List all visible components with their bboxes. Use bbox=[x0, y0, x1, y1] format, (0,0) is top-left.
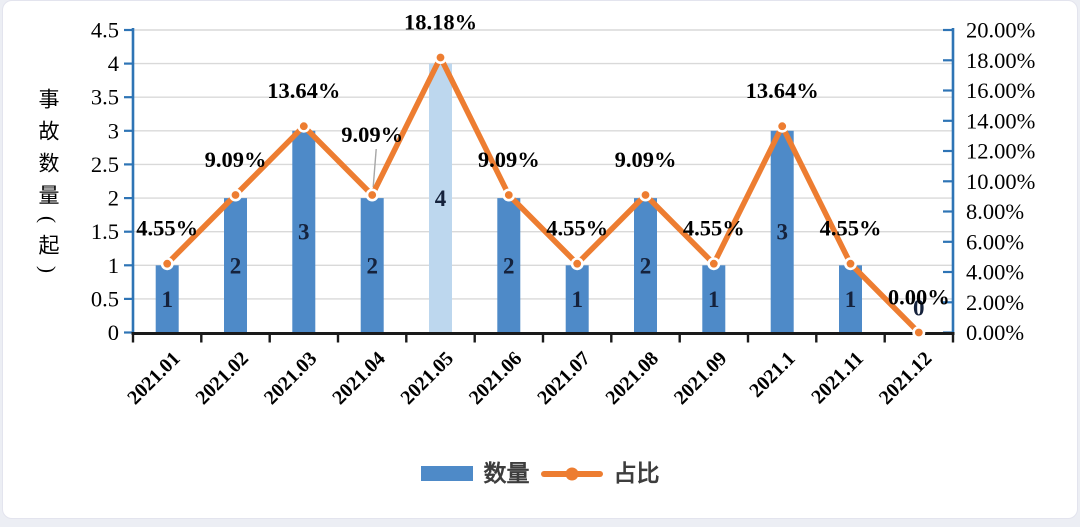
left-axis-tick-label: 0 bbox=[108, 320, 119, 345]
legend: 数量 占比 bbox=[0, 462, 1080, 485]
percent-label: 13.64% bbox=[267, 78, 340, 103]
x-axis-label: 2021.03 bbox=[260, 347, 322, 409]
x-axis-label: 2021.07 bbox=[533, 347, 595, 409]
bar-label: 1 bbox=[708, 287, 720, 312]
percent-label: 4.55% bbox=[820, 216, 882, 241]
bar[interactable] bbox=[292, 130, 316, 333]
line-marker[interactable] bbox=[843, 257, 857, 271]
percent-label: 4.55% bbox=[546, 216, 608, 241]
right-axis-tick-label: 4.00% bbox=[966, 260, 1024, 285]
x-axis-label: 2021.01 bbox=[123, 347, 185, 409]
right-axis-tick-label: 20.00% bbox=[966, 18, 1035, 43]
left-axis-tick-label: 2.5 bbox=[91, 152, 119, 177]
x-axis-label: 2021.05 bbox=[397, 347, 459, 409]
percent-label: 18.18% bbox=[404, 10, 477, 35]
bar-label: 2 bbox=[640, 253, 652, 278]
x-axis-label: 2021.1 bbox=[745, 347, 799, 401]
bar[interactable] bbox=[565, 265, 589, 333]
label-leader-line bbox=[372, 148, 377, 188]
percent-label: 4.55% bbox=[136, 216, 198, 241]
bar-label: 2 bbox=[230, 253, 242, 278]
bar[interactable] bbox=[497, 198, 521, 333]
x-axis-label: 2021.09 bbox=[670, 347, 732, 409]
y-axis-title: 事故数量(起) bbox=[36, 88, 60, 284]
right-axis-tick-label: 14.00% bbox=[966, 108, 1035, 133]
legend-label-proportion[interactable]: 占比 bbox=[613, 460, 660, 486]
percent-label: 13.64% bbox=[746, 78, 819, 103]
right-axis-tick-label: 10.00% bbox=[966, 169, 1035, 194]
x-axis-label: 2021.11 bbox=[807, 347, 868, 408]
line-marker[interactable] bbox=[433, 50, 447, 64]
percent-label: 9.09% bbox=[341, 122, 403, 147]
percent-label: 9.09% bbox=[478, 147, 540, 172]
line-marker[interactable] bbox=[638, 188, 652, 202]
right-axis-tick-label: 8.00% bbox=[966, 199, 1024, 224]
bar-label: 4 bbox=[435, 186, 447, 211]
percent-label: 4.55% bbox=[683, 216, 745, 241]
left-axis-tick-label: 1 bbox=[108, 253, 119, 278]
legend-label-quantity[interactable]: 数量 bbox=[483, 460, 530, 486]
bar-label: 1 bbox=[571, 287, 583, 312]
right-axis-tick-label: 0.00% bbox=[966, 320, 1024, 345]
x-axis-label: 2021.04 bbox=[328, 347, 390, 409]
legend-bar-swatch-icon[interactable] bbox=[420, 466, 473, 481]
left-axis-tick-label: 3.5 bbox=[91, 85, 119, 110]
percent-label: 9.09% bbox=[205, 147, 267, 172]
line-marker[interactable] bbox=[160, 257, 174, 271]
legend-dot-icon bbox=[565, 467, 578, 480]
line-marker[interactable] bbox=[297, 119, 311, 133]
right-axis-tick-label: 2.00% bbox=[966, 290, 1024, 315]
percent-label: 9.09% bbox=[615, 147, 677, 172]
legend-line-marker-icon[interactable] bbox=[540, 467, 603, 480]
bar-label: 3 bbox=[298, 220, 310, 245]
left-axis-tick-label: 3 bbox=[108, 118, 119, 143]
bar[interactable] bbox=[770, 130, 794, 333]
line-marker[interactable] bbox=[365, 188, 379, 202]
left-axis-tick-label: 2 bbox=[108, 186, 119, 211]
bar-label: 1 bbox=[161, 287, 173, 312]
bar[interactable] bbox=[839, 265, 862, 333]
left-axis-tick-label: 4.5 bbox=[91, 18, 119, 43]
bar[interactable] bbox=[224, 198, 247, 333]
bar[interactable] bbox=[429, 63, 452, 333]
right-axis-tick-label: 16.00% bbox=[966, 78, 1035, 103]
line-marker[interactable] bbox=[570, 257, 584, 271]
left-axis-tick-label: 4 bbox=[108, 51, 119, 76]
x-axis-label: 2021.02 bbox=[192, 347, 254, 409]
line-marker[interactable] bbox=[229, 188, 243, 202]
bar-label: 2 bbox=[366, 253, 378, 278]
x-axis-label: 2021.08 bbox=[602, 347, 664, 409]
bar-label: 1 bbox=[845, 287, 857, 312]
x-axis-label: 2021.12 bbox=[875, 347, 937, 409]
bar-label: 3 bbox=[776, 220, 788, 245]
right-axis-tick-label: 12.00% bbox=[966, 139, 1035, 164]
left-axis-tick-label: 1.5 bbox=[91, 219, 119, 244]
line-marker[interactable] bbox=[775, 119, 789, 133]
bar[interactable] bbox=[155, 265, 179, 333]
proportion-line[interactable] bbox=[164, 54, 922, 336]
x-axis-label: 2021.06 bbox=[465, 347, 527, 409]
bar[interactable] bbox=[360, 198, 384, 333]
bar[interactable] bbox=[634, 198, 657, 333]
right-axis-tick-label: 6.00% bbox=[966, 229, 1024, 254]
line-marker[interactable] bbox=[912, 325, 926, 339]
bar-label: 0 bbox=[913, 296, 925, 321]
line-marker[interactable] bbox=[707, 257, 721, 271]
bar-label: 2 bbox=[503, 253, 515, 278]
line-marker[interactable] bbox=[502, 188, 516, 202]
left-axis-tick-label: 0.5 bbox=[91, 286, 119, 311]
right-axis-tick-label: 18.00% bbox=[966, 48, 1035, 73]
percent-label: 0.00% bbox=[888, 285, 950, 310]
bar[interactable] bbox=[702, 265, 726, 333]
